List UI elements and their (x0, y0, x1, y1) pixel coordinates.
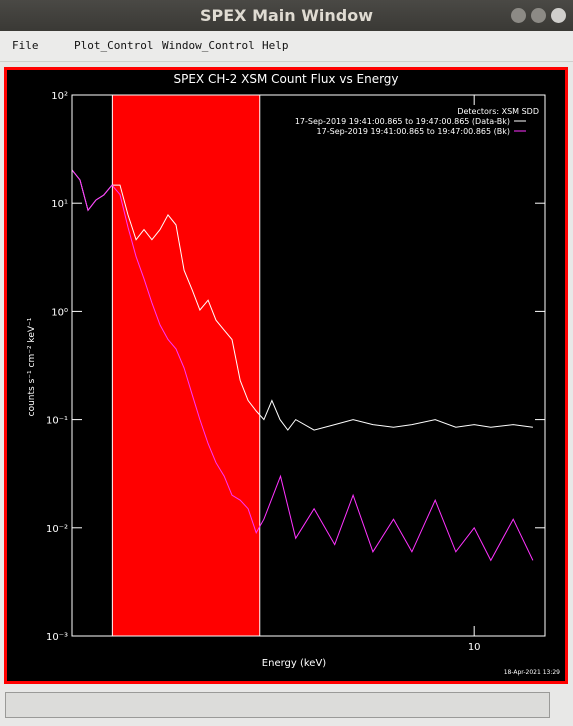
status-field[interactable] (5, 692, 550, 718)
legend-label: 17-Sep-2019 19:41:00.865 to 19:47:00.865… (295, 117, 510, 126)
x-tick-label: 10 (468, 642, 481, 653)
y-axis-label: counts s⁻¹ cm⁻² keV⁻¹ (27, 317, 37, 416)
y-tick-label: 10⁰ (51, 307, 68, 318)
window-title: SPEX Main Window (200, 6, 373, 25)
axes-box (71, 94, 546, 637)
y-tick-label: 10⁻² (46, 524, 68, 535)
maximize-button[interactable] (531, 8, 546, 23)
legend-title: Detectors: XSM SDD (457, 107, 539, 116)
y-tick-label: 10⁻¹ (46, 416, 68, 427)
shaded-region (112, 95, 260, 636)
menu-item[interactable]: Plot_Control (74, 39, 154, 52)
footer-date: 18-Apr-2021 13:29 (504, 669, 560, 676)
y-tick-label: 10² (51, 91, 68, 102)
plot-background (7, 70, 565, 681)
menu-item[interactable]: Window_Control (162, 39, 255, 52)
menu-item[interactable]: File (12, 39, 39, 52)
chart: SPEX CH-2 XSM Count Flux vs Energy Energ… (4, 67, 568, 684)
legend-label: 17-Sep-2019 19:41:00.865 to 19:47:00.865… (317, 127, 510, 136)
series-line (71, 169, 534, 562)
series-line (71, 169, 533, 431)
chart-title: SPEX CH-2 XSM Count Flux vs Energy (173, 72, 398, 86)
close-button[interactable] (551, 8, 566, 23)
y-tick-label: 10⁻³ (46, 632, 68, 643)
minimize-button[interactable] (511, 8, 526, 23)
x-axis-label: Energy (keV) (262, 658, 327, 669)
menu-item[interactable]: Help (262, 39, 289, 52)
y-tick-label: 10¹ (51, 199, 68, 210)
menu-bar: File Plot_Control Window_Control Help (0, 31, 573, 62)
plot-frame: SPEX CH-2 XSM Count Flux vs Energy Energ… (4, 67, 568, 688)
title-bar: SPEX Main Window (0, 0, 573, 31)
